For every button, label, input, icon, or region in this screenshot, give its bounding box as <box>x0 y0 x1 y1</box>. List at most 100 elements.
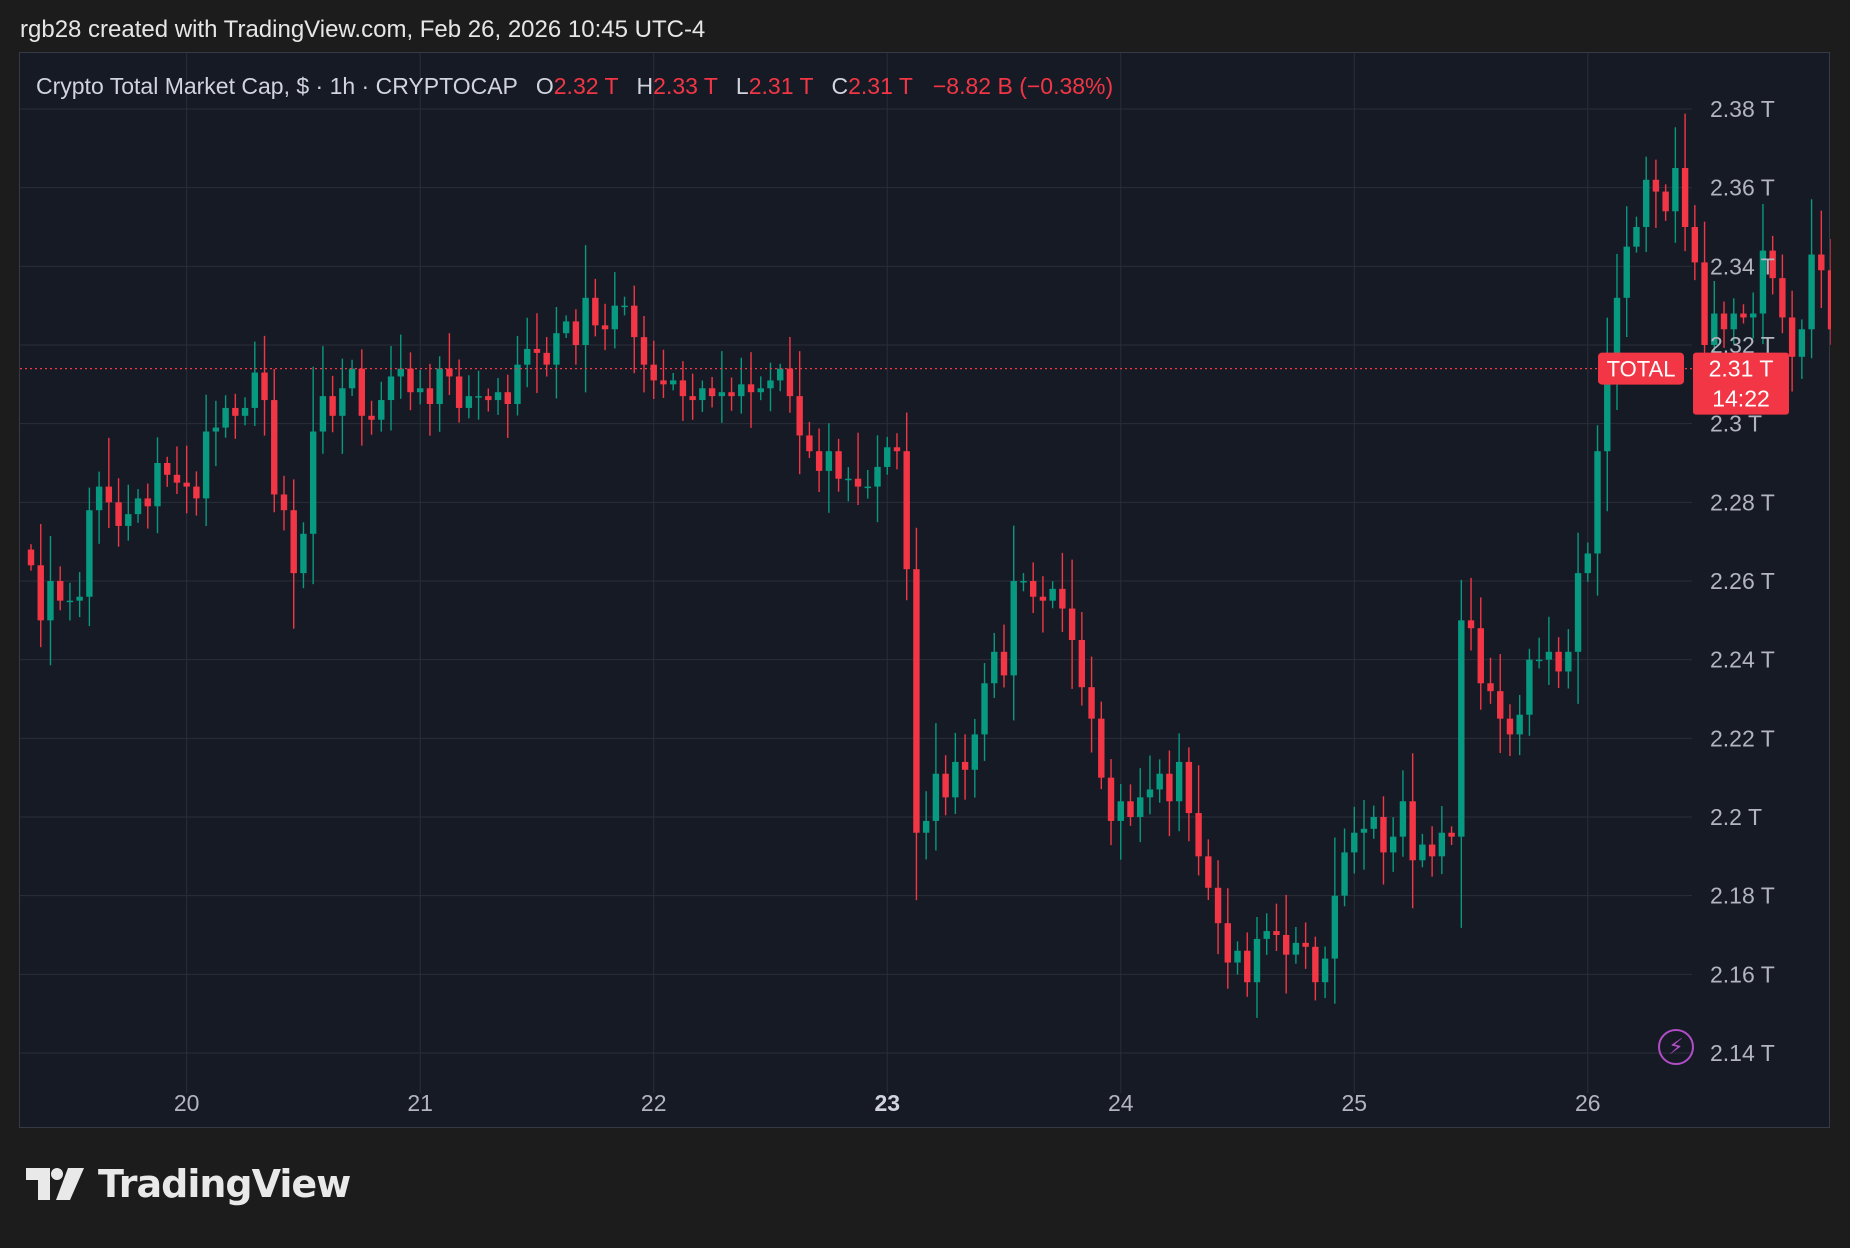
candle-body <box>426 388 434 404</box>
candle-body <box>757 388 764 393</box>
candle <box>1740 304 1747 324</box>
symbol-title: Crypto Total Market Cap, $ · 1h · CRYPTO… <box>36 73 518 99</box>
candle <box>1059 552 1066 632</box>
candle <box>1049 581 1056 609</box>
candle <box>1068 559 1076 689</box>
candle <box>757 376 764 401</box>
candle-body <box>1487 683 1494 692</box>
candle-body <box>183 482 190 487</box>
candle-body <box>699 388 706 401</box>
candle <box>446 333 453 396</box>
candle-body <box>601 325 609 330</box>
attribution-text: rgb28 created with TradingView.com, Feb … <box>20 16 706 43</box>
candle-body <box>1146 789 1154 798</box>
candle-body <box>1798 329 1806 357</box>
candle <box>1185 747 1193 842</box>
candle <box>708 376 716 408</box>
candle <box>524 317 531 388</box>
price-marker: TOTAL 2.31 T 14:22 <box>20 352 1789 415</box>
candle-body <box>319 396 327 432</box>
candle <box>436 356 443 432</box>
candle <box>1341 828 1348 907</box>
candle <box>76 572 83 618</box>
candle-body <box>144 498 151 507</box>
candle <box>1078 611 1086 706</box>
candle <box>1127 784 1134 826</box>
candle <box>1321 946 1329 999</box>
candle <box>1360 800 1368 870</box>
candlestick-chart[interactable]: 2.14 T 2.16 T 2.18 T 2.2 T 2.22 T 2.24 T 2.26 … <box>20 53 1831 1129</box>
candle <box>271 368 278 513</box>
candle-body <box>1302 942 1309 947</box>
candle-body <box>1594 451 1601 554</box>
candle-body <box>922 820 930 833</box>
candle-body <box>1282 935 1290 955</box>
candle-body <box>514 364 521 404</box>
candle <box>786 336 794 413</box>
candle <box>407 352 414 411</box>
y-axis: 2.14 T 2.16 T 2.18 T 2.2 T 2.22 T 2.24 T 2.26 … <box>1710 96 1775 1066</box>
candle <box>1623 206 1630 337</box>
candle-body <box>1156 773 1163 790</box>
candle-body <box>134 498 142 515</box>
candle <box>1545 616 1553 685</box>
candle <box>864 469 871 499</box>
candle <box>387 346 395 431</box>
candle-body <box>689 396 696 401</box>
candle-body <box>271 400 278 495</box>
candle <box>991 632 998 698</box>
candle-body <box>1467 620 1475 629</box>
candle-body <box>825 451 833 471</box>
candle-body <box>309 431 317 534</box>
candle <box>1399 770 1407 857</box>
candle-body <box>524 348 531 365</box>
candle <box>1477 597 1484 710</box>
candle <box>582 245 589 393</box>
close-value: 2.31 T <box>848 73 913 99</box>
candle <box>494 378 502 415</box>
candle-body <box>455 376 463 408</box>
candle-body <box>1380 817 1387 853</box>
candle-body <box>193 486 200 499</box>
candle-body <box>621 305 628 308</box>
candle <box>699 380 706 413</box>
candle-body <box>786 368 794 397</box>
x-tick-label: 23 <box>874 1090 900 1116</box>
candle <box>1720 301 1728 348</box>
candle-body <box>562 321 570 334</box>
candle-body <box>533 348 541 353</box>
candle-body <box>1214 887 1222 924</box>
candle <box>1214 860 1222 955</box>
candle-body <box>504 392 511 404</box>
candle <box>1419 833 1426 868</box>
candle <box>806 421 813 458</box>
candle <box>1428 826 1436 877</box>
chart-panel[interactable]: 2.14 T 2.16 T 2.18 T 2.2 T 2.22 T 2.24 T 2.26 … <box>19 52 1831 1129</box>
x-axis: 20 21 22 23 24 25 26 <box>174 1090 1601 1116</box>
candle-body <box>290 510 297 574</box>
x-tick-label: 22 <box>641 1090 667 1116</box>
candle-body <box>1078 640 1086 688</box>
candle <box>56 566 64 611</box>
candle <box>1779 254 1786 334</box>
candle-body <box>1652 179 1660 192</box>
candle-body <box>56 581 64 601</box>
candle <box>1662 184 1669 221</box>
candle <box>1390 817 1397 872</box>
candle <box>777 363 784 392</box>
x-tick-label: 20 <box>174 1090 200 1116</box>
candle <box>1506 704 1514 756</box>
candle <box>1487 657 1494 704</box>
ohlc-legend: Crypto Total Market Cap, $ · 1h · CRYPTO… <box>36 73 1113 100</box>
lightning-bolt-icon[interactable]: ⚡ <box>1658 1029 1694 1065</box>
candle-body <box>86 510 93 597</box>
candle-body <box>1526 659 1533 715</box>
candle-body <box>202 431 210 499</box>
candle <box>1263 913 1270 955</box>
candle <box>105 437 113 528</box>
candle-body <box>874 466 881 487</box>
candle-body <box>1545 651 1553 660</box>
candle-body <box>232 407 239 416</box>
candle-body <box>854 478 862 487</box>
candle-body <box>1574 573 1582 652</box>
